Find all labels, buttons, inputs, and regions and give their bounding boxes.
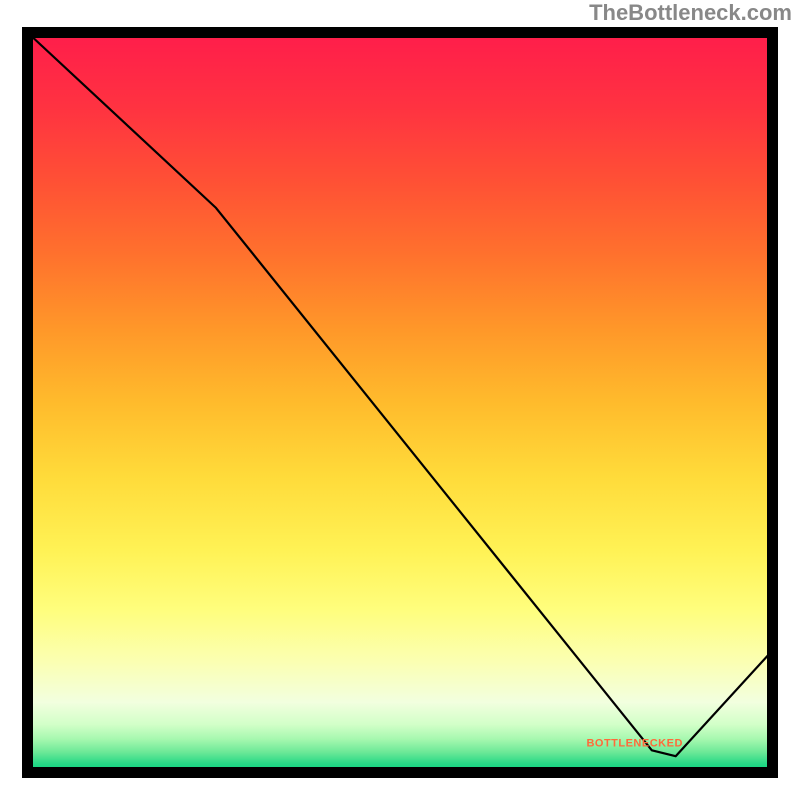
attribution-label: TheBottleneck.com xyxy=(589,0,792,26)
bottleneck-label: BOTTLENECKED xyxy=(586,738,682,750)
chart-container: BOTTLENECKED TheBottleneck.com xyxy=(0,0,800,800)
plot-background xyxy=(28,33,773,773)
bottleneck-chart: BOTTLENECKED xyxy=(0,0,800,800)
